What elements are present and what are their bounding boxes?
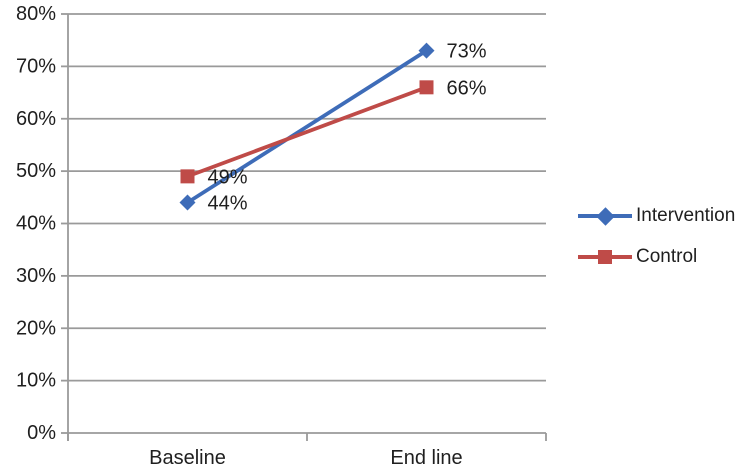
y-tick-label: 70% xyxy=(16,55,56,77)
y-tick-label: 20% xyxy=(16,317,56,339)
chart-legend: Intervention Control xyxy=(578,203,735,270)
x-category-label: Baseline xyxy=(149,447,226,469)
legend-label-control: Control xyxy=(636,246,698,267)
legend-label-intervention: Intervention xyxy=(636,205,736,226)
y-tick-label: 40% xyxy=(16,213,56,235)
legend-item-intervention: Intervention xyxy=(578,203,735,229)
diamond-marker-icon xyxy=(596,206,615,226)
y-tick-label: 50% xyxy=(16,160,56,182)
y-tick-label: 10% xyxy=(16,370,56,392)
legend-item-control: Control xyxy=(578,244,735,270)
x-category-label: End line xyxy=(390,447,462,469)
diamond-marker-icon xyxy=(179,194,196,211)
square-marker-icon xyxy=(419,80,434,95)
square-marker-icon xyxy=(180,169,195,184)
intervention-series-swatch xyxy=(578,206,632,226)
data-label: 44% xyxy=(208,193,248,215)
control-series-swatch xyxy=(578,249,632,265)
series-line-control xyxy=(186,85,428,179)
series-line-intervention xyxy=(186,49,428,205)
y-tick-label: 60% xyxy=(16,108,56,130)
y-tick-label: 30% xyxy=(16,265,56,287)
diamond-marker-icon xyxy=(418,42,435,59)
data-label: 66% xyxy=(447,77,487,99)
data-label: 49% xyxy=(208,166,248,188)
y-tick-label: 80% xyxy=(16,3,56,25)
square-marker-icon xyxy=(598,250,612,264)
y-tick-label: 0% xyxy=(27,422,56,444)
data-label: 73% xyxy=(447,41,487,63)
